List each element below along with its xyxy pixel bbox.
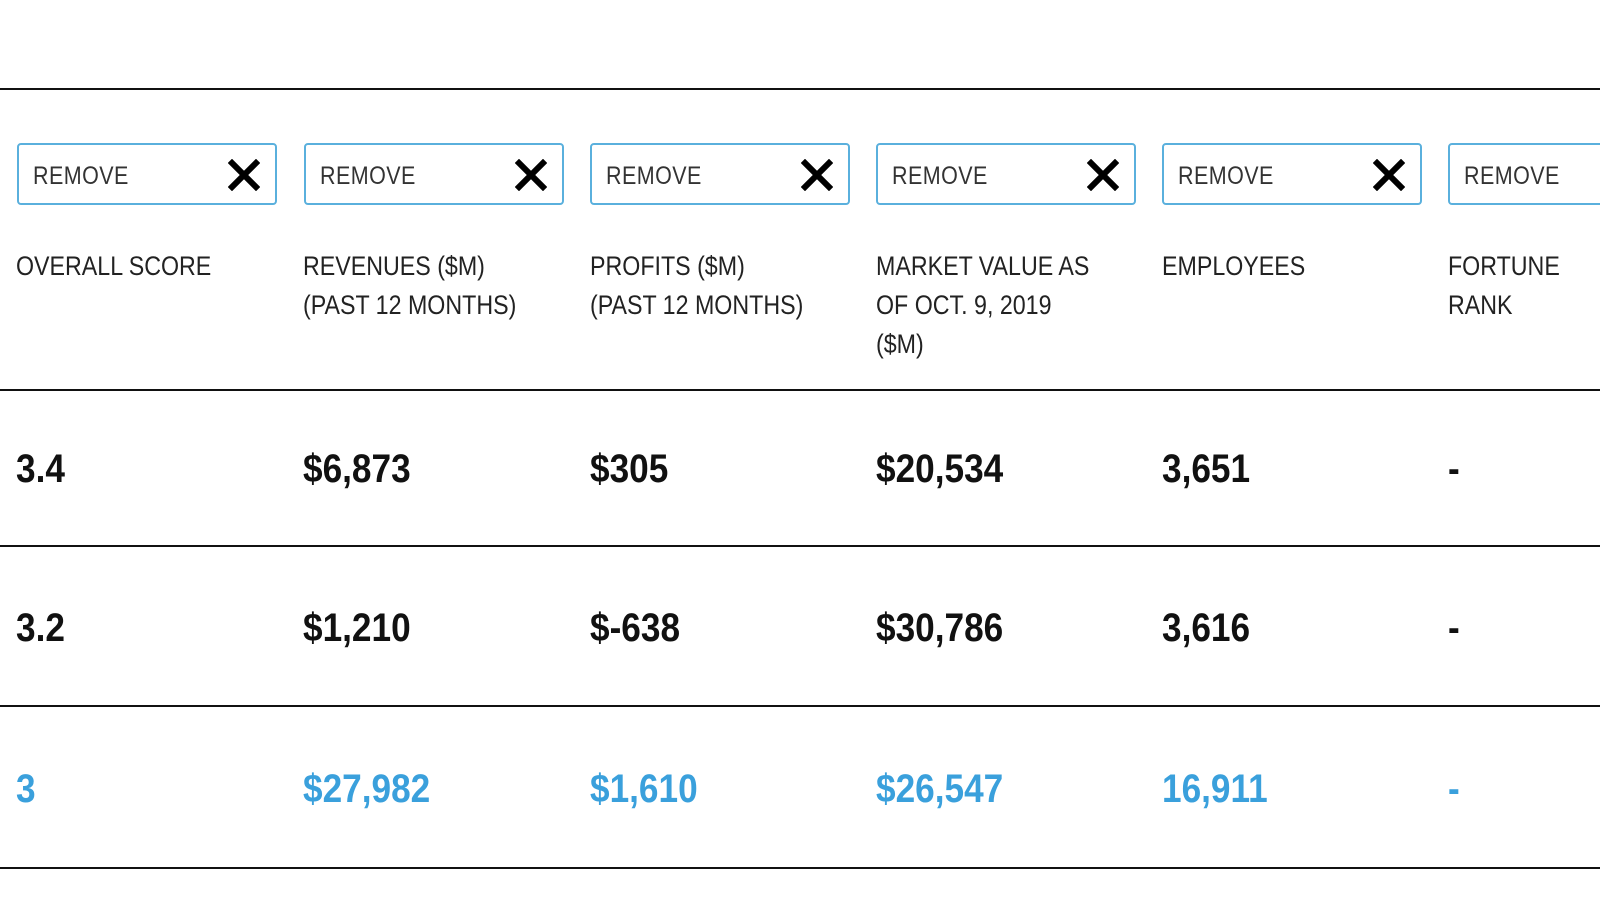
remove-button-label: REMOVE [1464, 162, 1560, 190]
remove-button-label: REMOVE [892, 162, 988, 190]
close-icon[interactable] [228, 159, 260, 191]
table-top-rule [0, 88, 1600, 90]
remove-button-fortune-rank[interactable]: REMOVE [1448, 143, 1600, 205]
column-header-profits: PROFITS ($M) (PAST 12 MONTHS) [590, 251, 804, 320]
column-header-fortune-rank: FORTUNE RANK [1448, 251, 1560, 320]
cell-overall-score: 3.4 [16, 447, 65, 491]
close-icon[interactable] [801, 159, 833, 191]
remove-button-profits[interactable]: REMOVE [590, 143, 850, 205]
close-icon[interactable] [1087, 159, 1119, 191]
close-icon[interactable] [1373, 159, 1405, 191]
cell-fortune-rank: - [1448, 447, 1460, 491]
cell-profits: $305 [590, 447, 669, 491]
cell-overall-score: 3 [16, 767, 36, 811]
header-divider [0, 389, 1600, 391]
cell-fortune-rank: - [1448, 767, 1460, 811]
cell-revenues: $6,873 [303, 447, 411, 491]
cell-employees: 3,651 [1162, 447, 1251, 491]
column-header-overall-score: OVERALL SCORE [16, 251, 212, 281]
cell-profits: $-638 [590, 606, 681, 650]
remove-button-label: REMOVE [1178, 162, 1274, 190]
remove-button-market-value[interactable]: REMOVE [876, 143, 1136, 205]
column-header-revenues: REVENUES ($M) (PAST 12 MONTHS) [303, 251, 517, 320]
cell-market-value: $20,534 [876, 447, 1004, 491]
remove-button-overall-score[interactable]: REMOVE [17, 143, 277, 205]
remove-button-employees[interactable]: REMOVE [1162, 143, 1422, 205]
row-divider [0, 545, 1600, 547]
remove-button-label: REMOVE [320, 162, 416, 190]
remove-button-label: REMOVE [33, 162, 129, 190]
cell-market-value: $26,547 [876, 767, 1004, 811]
cell-market-value: $30,786 [876, 606, 1004, 650]
cell-revenues: $1,210 [303, 606, 411, 650]
table-bottom-rule [0, 867, 1600, 869]
cell-fortune-rank: - [1448, 606, 1460, 650]
cell-profits: $1,610 [590, 767, 698, 811]
remove-button-revenues[interactable]: REMOVE [304, 143, 564, 205]
cell-employees: 3,616 [1162, 606, 1251, 650]
remove-button-label: REMOVE [606, 162, 702, 190]
cell-overall-score: 3.2 [16, 606, 65, 650]
column-header-market-value: MARKET VALUE AS OF OCT. 9, 2019 ($M) [876, 251, 1090, 359]
row-divider [0, 705, 1600, 707]
cell-revenues: $27,982 [303, 767, 431, 811]
column-header-employees: EMPLOYEES [1162, 251, 1306, 281]
cell-employees: 16,911 [1162, 767, 1268, 811]
close-icon[interactable] [515, 159, 547, 191]
